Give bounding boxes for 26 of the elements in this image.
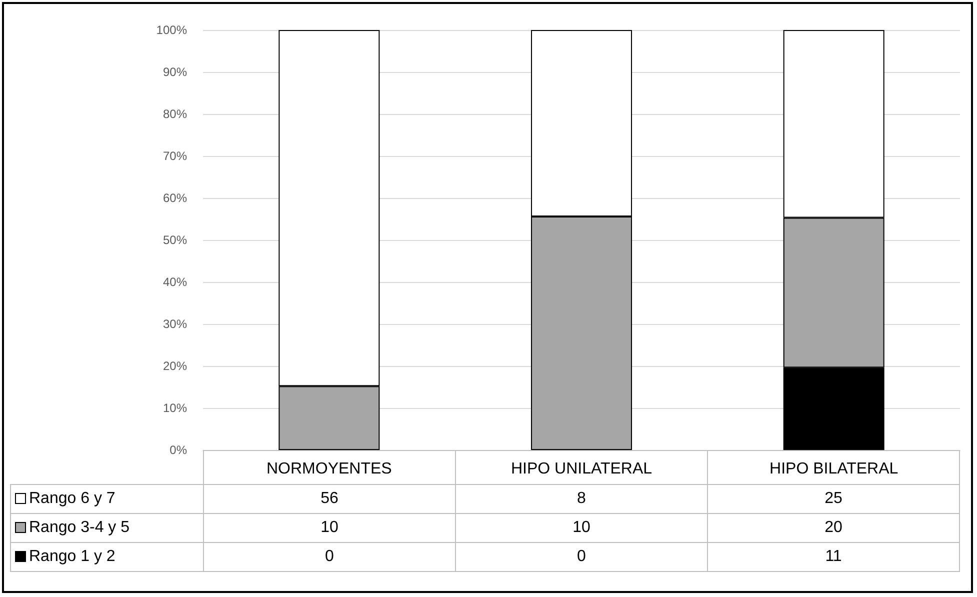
x-tick-label: HIPO UNILATERAL bbox=[510, 460, 652, 478]
data-label: 20 bbox=[708, 514, 960, 542]
y-tick-label: 50% bbox=[162, 233, 188, 247]
data-label: 25 bbox=[708, 484, 960, 514]
x-tick-label: HIPO BILATERAL bbox=[770, 460, 898, 478]
y-tick-label: 60% bbox=[162, 191, 188, 205]
y-tick-label: 10% bbox=[162, 401, 188, 415]
y-tick-label: 30% bbox=[162, 317, 188, 331]
data-label: 8 bbox=[456, 484, 708, 514]
y-tick-label: 20% bbox=[162, 359, 188, 373]
data-label: 10 bbox=[204, 514, 456, 542]
y-tick-label: 80% bbox=[162, 107, 188, 121]
data-label: 56 bbox=[204, 484, 456, 514]
y-tick-label: 70% bbox=[162, 149, 188, 163]
data-label: 10 bbox=[456, 514, 708, 542]
data-label: 0 bbox=[204, 542, 456, 572]
y-tick-label: Rango 1 y 2 bbox=[10, 542, 204, 572]
y-tick-label: Rango 3-4 y 5 bbox=[10, 514, 204, 542]
x-tick-label: NORMOYENTES bbox=[266, 460, 392, 478]
y-tick-label: 90% bbox=[162, 65, 188, 79]
y-tick-label: 40% bbox=[162, 275, 188, 289]
y-tick-label: 0% bbox=[170, 443, 188, 457]
y-tick-label: Rango 6 y 7 bbox=[10, 484, 204, 514]
data-label: 0 bbox=[456, 542, 708, 572]
y-tick-label: 100% bbox=[156, 23, 188, 37]
data-label: 11 bbox=[708, 542, 960, 572]
